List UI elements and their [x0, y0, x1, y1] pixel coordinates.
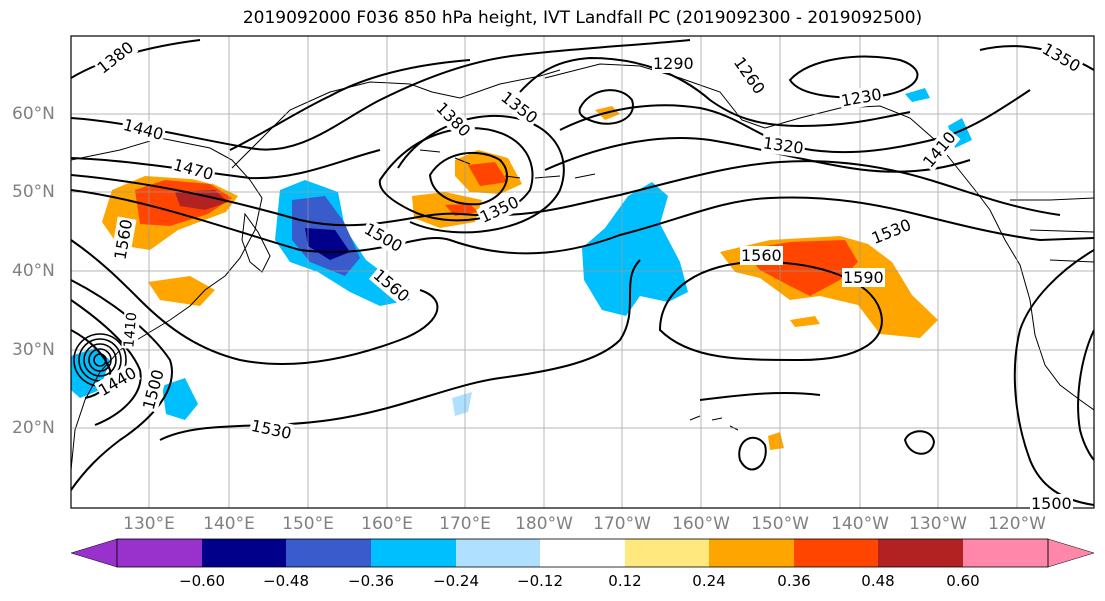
map-title: 2019092000 F036 850 hPa height, IVT Land…: [242, 8, 923, 28]
lon-label: 130°W: [909, 514, 967, 534]
contour-label: 1590: [842, 268, 885, 287]
contour-label: 1560: [740, 246, 783, 265]
lat-label: 20°N: [12, 418, 55, 438]
lon-label: 130°E: [123, 514, 175, 534]
map-plot-area: [71, 36, 1094, 508]
contour-label: 1500: [1030, 494, 1073, 513]
colorbar-tick-label: −0.36: [348, 572, 394, 590]
lat-label: 40°N: [12, 261, 55, 281]
lon-label: 150°E: [282, 514, 334, 534]
lon-label: 160°E: [361, 514, 413, 534]
colorbar-tick-label: −0.12: [517, 572, 563, 590]
lon-label: 140°W: [831, 514, 889, 534]
colorbar-tick-label: 0.36: [777, 572, 811, 590]
contour-label: 1290: [652, 54, 695, 73]
colorbar-extend-high: [1047, 538, 1095, 568]
colorbar-tick-label: 0.24: [692, 572, 726, 590]
colorbar-tick-label: 0.12: [608, 572, 642, 590]
colorbar-tick-label: −0.24: [433, 572, 479, 590]
lon-label: 150°W: [751, 514, 809, 534]
lon-label: 160°W: [672, 514, 730, 534]
lon-label: 170°W: [593, 514, 651, 534]
colorbar: [70, 538, 1095, 568]
lat-label: 50°N: [12, 182, 55, 202]
lon-label: 120°W: [988, 514, 1046, 534]
colorbar-tick-label: 0.60: [946, 572, 980, 590]
contour-label: 1410: [121, 310, 141, 350]
lon-label: 140°E: [203, 514, 255, 534]
height-contours: [71, 39, 1094, 506]
lon-label: 180°W: [515, 514, 573, 534]
lon-label: 170°E: [439, 514, 491, 534]
lat-label: 30°N: [12, 340, 55, 360]
colorbar-extend-low: [70, 538, 118, 568]
colorbar-tick-label: 0.48: [861, 572, 895, 590]
lat-label: 60°N: [12, 104, 55, 124]
map-frame: [70, 35, 1095, 509]
colorbar-tick-label: −0.48: [263, 572, 309, 590]
colorbar-tick-label: −0.60: [179, 572, 225, 590]
